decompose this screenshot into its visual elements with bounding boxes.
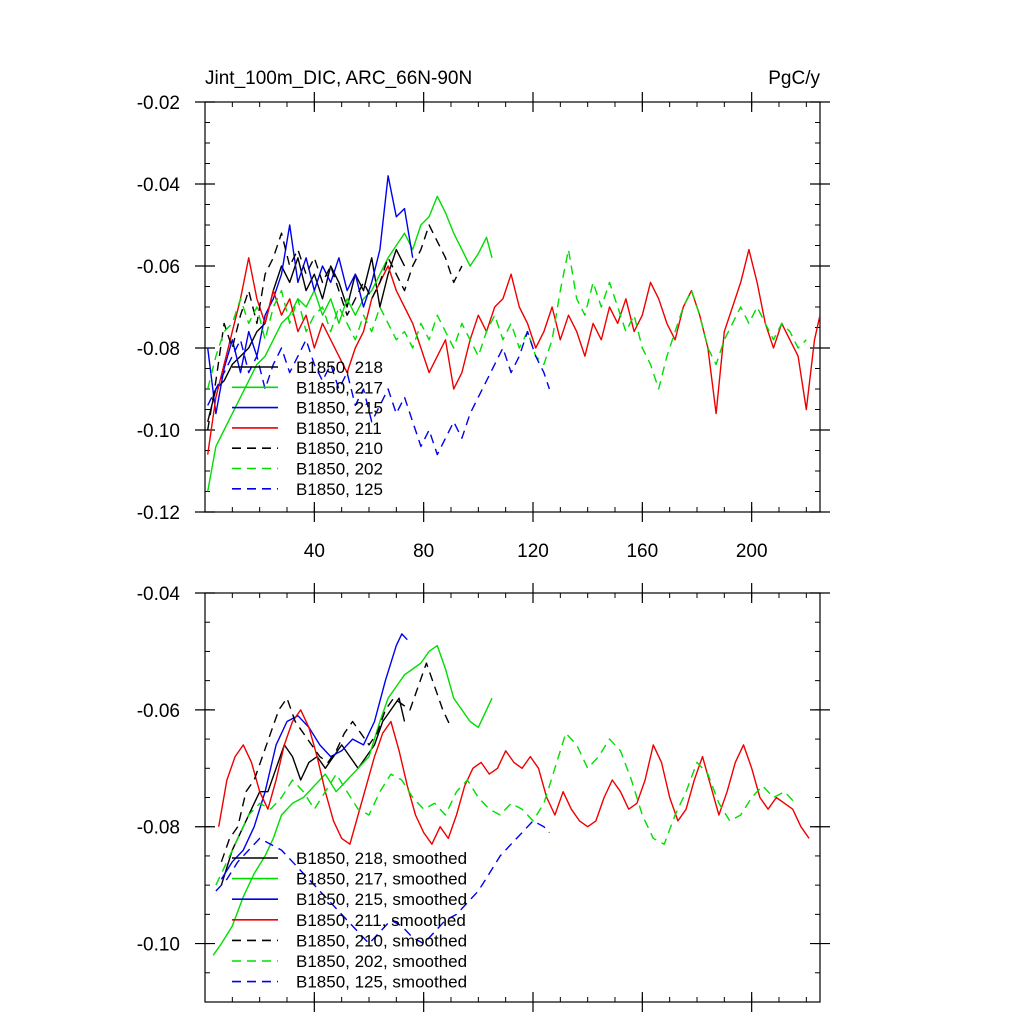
p0-x-tick-label: 80 (413, 541, 434, 562)
p1-legend-label-4: B1850, 210, smoothed (296, 931, 467, 950)
top-chart-panel: -0.12 -0.10 -0.08 -0.06 -0.04 -0.02 40 80 120 160… (137, 68, 830, 562)
p0-legend-label-4: B1850, 210 (296, 439, 383, 458)
p0-y-tick-label: -0.02 (137, 93, 180, 114)
p1-legend-label-0: B1850, 218, smoothed (296, 849, 467, 868)
p0-legend-label-5: B1850, 202 (296, 460, 383, 479)
p0-legend-label-2: B1850, 215 (296, 399, 383, 418)
p1-y-tick-label: -0.06 (137, 701, 180, 722)
p0-x-tick-label: 200 (736, 541, 768, 562)
p1-series-line-4 (220, 662, 452, 863)
p1-legend-label-6: B1850, 125, smoothed (296, 973, 467, 992)
bottom-chart-panel: -0.10 -0.08 -0.06 -0.04 B1850, 218, smoothed… (137, 583, 830, 1012)
p0-legend-label-1: B1850, 217 (296, 378, 383, 397)
p1-series-group (212, 633, 810, 956)
p0-chart-title: Jint_100m_DIC, ARC_66N-90N (205, 68, 472, 89)
p1-y-tick-label: -0.08 (137, 818, 180, 839)
p0-y-tick-label: -0.08 (137, 339, 180, 360)
p0-series-line-2 (207, 175, 414, 415)
p0-series-line-6 (207, 330, 551, 456)
p1-series-line-3 (218, 709, 810, 845)
p0-x-tick-label: 40 (304, 541, 325, 562)
p0-legend-label-0: B1850, 218 (296, 358, 383, 377)
p0-series-line-5 (207, 248, 807, 390)
p0-x-tick-label: 120 (517, 541, 549, 562)
p0-y-tick-label: -0.12 (137, 503, 180, 524)
p1-y-tick-label: -0.04 (137, 584, 181, 605)
p1-legend-label-5: B1850, 202, smoothed (296, 952, 467, 971)
p0-y-tick-label: -0.04 (137, 175, 181, 196)
p0-series-group (207, 175, 820, 492)
p0-series-line-3 (207, 248, 820, 455)
p1-series-line-6 (215, 820, 550, 945)
p1-series-line-1 (212, 644, 493, 956)
p1-legend-label-1: B1850, 217, smoothed (296, 870, 467, 889)
p1-y-tick-label: -0.10 (137, 935, 180, 956)
p0-legend-label-6: B1850, 125 (296, 480, 383, 499)
p0-legend-label-3: B1850, 211 (296, 419, 382, 438)
p1-series-line-2 (220, 633, 408, 880)
p1-series-line-5 (215, 732, 796, 886)
p1-legend-label-3: B1850, 211, smoothed (296, 911, 466, 930)
p0-y-tick-label: -0.06 (137, 257, 180, 278)
p0-series-line-0 (207, 248, 406, 422)
p0-y-tick-label: -0.10 (137, 421, 180, 442)
p1-legend-label-2: B1850, 215, smoothed (296, 890, 467, 909)
p0-x-tick-label: 160 (626, 541, 658, 562)
p0-units-label: PgC/y (768, 68, 820, 89)
p0-series-line-4 (207, 224, 463, 431)
